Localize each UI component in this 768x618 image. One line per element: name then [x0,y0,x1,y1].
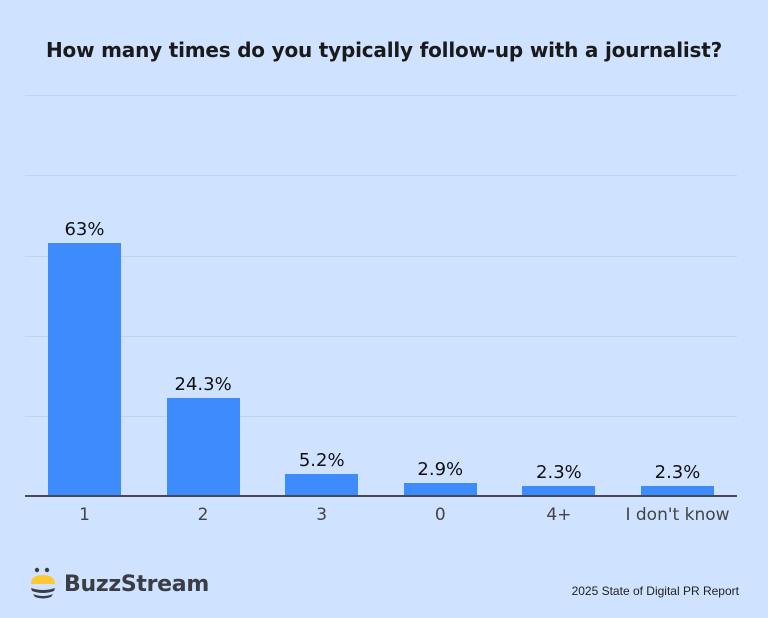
x-tick-label: 3 [316,505,328,525]
x-tick-label: 0 [434,505,446,525]
bar-0 [403,483,477,495]
bar-3 [285,474,359,495]
x-tick-label: 1 [79,505,90,525]
brand-logo: BuzzStream [30,567,209,601]
bar-dont-know [641,485,714,495]
source-note: 2025 State of Digital PR Report [571,584,739,598]
brand-name: BuzzStream [64,571,209,597]
gridline [25,95,737,96]
x-tick-label: 2 [197,505,209,525]
gridline [25,336,737,337]
gridline [25,416,737,417]
gridline [25,256,737,257]
value-label: 2.3% [536,461,582,483]
x-axis-line [25,495,737,497]
bar-1 [48,243,121,495]
x-tick-label: 4+ [546,505,572,525]
value-label: 5.2% [298,450,345,472]
bar-4-plus [522,485,596,495]
x-tick-label: I don't know [625,505,730,525]
bar-2 [166,397,240,495]
bee-icon [31,567,55,599]
value-label: 24.3% [174,373,232,395]
gridline [25,175,737,176]
value-label: 63% [64,219,105,240]
value-label: 2.9% [417,459,464,481]
chart-plot-area: 63% 24.3% 5.2% 2.9% 2.3% 2.3% 1 2 3 0 4+… [25,95,737,525]
value-label: 2.3% [654,461,701,483]
chart-title: How many times do you typically follow-u… [46,38,722,62]
